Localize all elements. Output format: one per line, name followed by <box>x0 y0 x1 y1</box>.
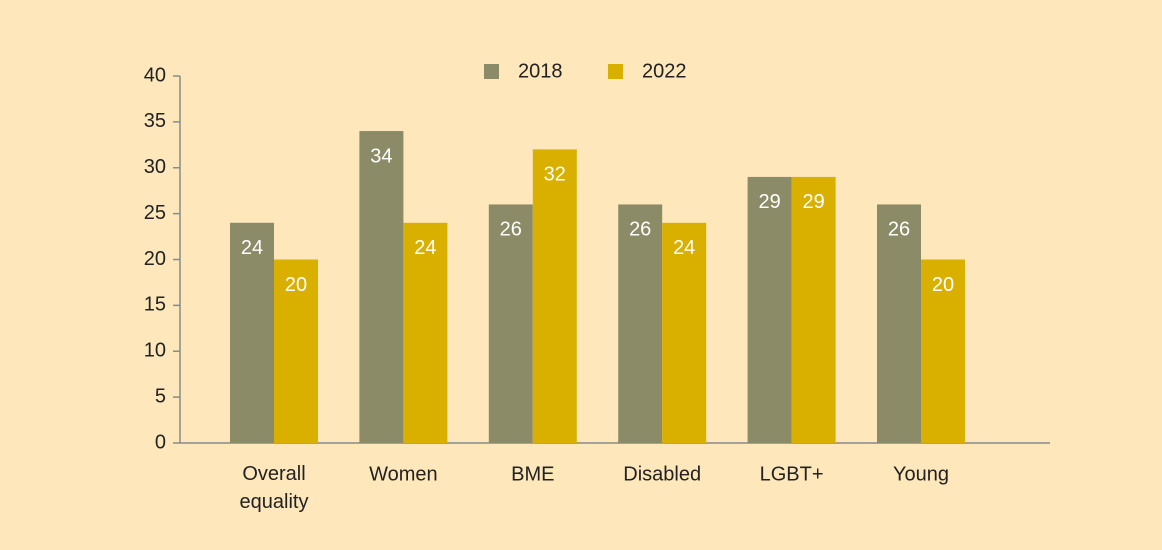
value-label: 26 <box>500 219 522 241</box>
legend-label: 2018 <box>518 60 563 82</box>
value-label: 29 <box>758 191 780 213</box>
x-tick-label: LGBT+ <box>760 463 824 485</box>
value-label: 24 <box>414 237 436 259</box>
bar <box>403 222 448 443</box>
value-label: 29 <box>802 191 824 213</box>
x-tick-label: Young <box>893 463 949 485</box>
value-label: 24 <box>241 237 263 259</box>
value-label: 20 <box>932 274 954 296</box>
x-tick-label: Women <box>369 463 438 485</box>
value-label: 20 <box>285 274 307 296</box>
bar <box>662 222 707 443</box>
y-tick-label: 0 <box>155 431 166 453</box>
y-tick-label: 10 <box>144 340 166 362</box>
x-tick-label: Disabled <box>623 463 701 485</box>
value-label: 32 <box>544 164 566 186</box>
legend-swatch <box>484 64 499 79</box>
y-tick-label: 30 <box>144 156 166 178</box>
y-tick-label: 15 <box>144 294 166 316</box>
bar <box>921 259 965 443</box>
bar <box>532 149 577 443</box>
value-label: 26 <box>888 219 910 241</box>
bar <box>359 131 404 444</box>
x-tick-label: Overall equality <box>240 463 309 513</box>
bar <box>274 259 318 443</box>
bar <box>230 222 274 443</box>
x-tick-label: BME <box>511 463 554 485</box>
value-label: 24 <box>673 237 695 259</box>
bar <box>488 204 533 443</box>
y-tick-label: 25 <box>144 202 166 224</box>
value-label: 34 <box>370 145 392 167</box>
y-tick-label: 5 <box>155 385 166 407</box>
y-tick-label: 40 <box>144 64 166 86</box>
bar <box>791 176 836 444</box>
bar <box>877 204 921 443</box>
y-tick-label: 35 <box>144 110 166 132</box>
y-tick-label: 20 <box>144 248 166 270</box>
legend-swatch <box>608 64 623 79</box>
value-label: 26 <box>629 219 651 241</box>
bar <box>618 204 663 443</box>
bar <box>747 176 792 444</box>
legend-label: 2022 <box>642 60 687 82</box>
